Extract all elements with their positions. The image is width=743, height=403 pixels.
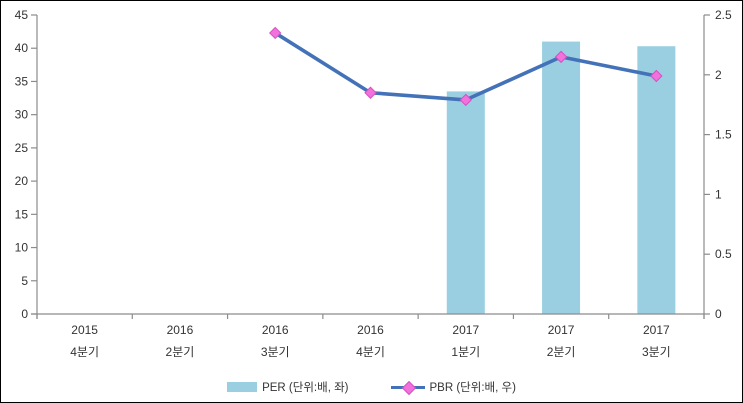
x-axis-label-quarter: 4분기: [356, 345, 385, 359]
per-bar: [542, 41, 581, 314]
left-axis-tick-label: 30: [15, 108, 29, 122]
legend-label-per: PER (단위:배, 좌): [262, 382, 349, 394]
legend-label-pbr: PBR (단위:배, 우): [429, 382, 516, 394]
left-axis-tick-label: 15: [15, 207, 29, 221]
per-bar: [446, 91, 485, 315]
pbr-marker-diamond-icon: [269, 26, 282, 40]
right-axis-tick-label: 1: [715, 187, 722, 201]
pbr-marker-diamond-icon: [554, 50, 568, 64]
pbr-marker-diamond-icon: [459, 93, 472, 107]
left-axis-tick-label: 10: [15, 241, 29, 255]
legend-item-per: PER (단위:배, 좌): [227, 379, 349, 395]
pbr-line-swatch-icon: [390, 380, 425, 395]
x-axis-label-year: 2016: [357, 323, 384, 337]
left-axis-tick-label: 40: [15, 41, 29, 55]
right-axis-tick-label: 2.5: [715, 8, 732, 22]
x-axis-label-year: 2017: [548, 323, 575, 337]
left-axis-tick-label: 25: [15, 141, 29, 155]
x-axis-label-quarter: 2분기: [166, 345, 195, 359]
x-axis-label-year: 2015: [71, 323, 98, 337]
x-axis-label-year: 2017: [452, 323, 479, 337]
left-axis-tick-label: 0: [21, 307, 28, 321]
right-axis-tick-label: 0.5: [715, 247, 732, 261]
pbr-marker-diamond-icon: [364, 86, 377, 99]
x-axis-label-year: 2016: [167, 323, 194, 337]
pbr-line: [273, 31, 659, 102]
left-axis-tick-label: 20: [15, 174, 29, 188]
x-axis-label-quarter: 4분기: [70, 345, 99, 359]
x-axis-label-year: 2017: [643, 323, 670, 337]
per-bar: [637, 46, 676, 315]
x-axis-label-quarter: 1분기: [451, 345, 480, 359]
pbr-marker-diamond-icon: [650, 69, 663, 83]
left-axis-tick-label: 45: [15, 8, 29, 22]
x-axis-label-quarter: 3분기: [261, 345, 290, 359]
x-axis-label-quarter: 3분기: [642, 345, 671, 359]
right-axis-tick-label: 2: [715, 68, 722, 82]
right-axis-tick-label: 0: [715, 307, 722, 321]
x-axis-label-quarter: 2분기: [547, 345, 576, 359]
right-axis-tick-label: 1.5: [715, 128, 732, 142]
left-axis-tick-label: 35: [15, 74, 29, 88]
per-bar-swatch-icon: [227, 382, 258, 392]
left-axis-tick-label: 5: [21, 274, 28, 288]
legend-item-pbr: PBR (단위:배, 우): [390, 379, 516, 395]
x-axis-label-year: 2016: [262, 323, 289, 337]
chart-legend: PER (단위:배, 좌) PBR (단위:배, 우): [1, 379, 742, 395]
